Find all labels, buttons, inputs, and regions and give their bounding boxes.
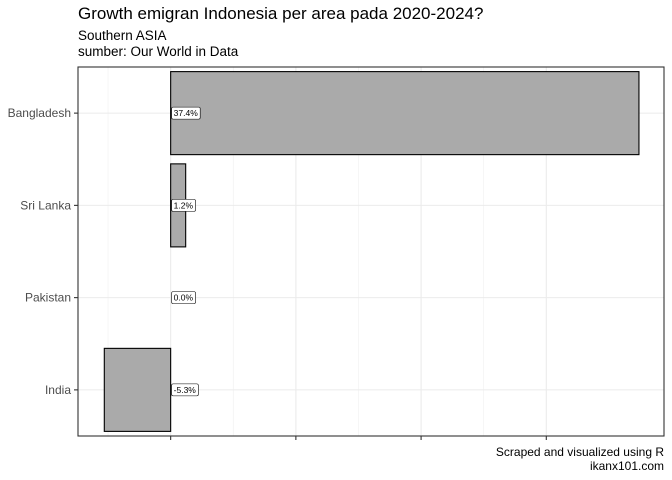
data-label: 1.2% xyxy=(171,199,196,212)
y-tick-label: Bangladesh xyxy=(8,106,71,120)
chart-caption: Scraped and visualized using R ikanx101.… xyxy=(496,445,664,473)
data-label-text: -5.3% xyxy=(174,385,197,395)
data-label-box xyxy=(171,383,199,397)
data-label-text: 0.0% xyxy=(174,293,194,303)
data-label-box xyxy=(171,106,201,120)
y-tick-label: Sri Lanka xyxy=(20,198,71,212)
y-tick-label: India xyxy=(45,383,71,397)
bar-bangladesh xyxy=(170,71,640,156)
y-tick-label: Pakistan xyxy=(25,291,71,305)
subtitle-source: sumber: Our World in Data xyxy=(78,44,239,59)
bar-india xyxy=(103,347,172,432)
data-label-box xyxy=(171,291,196,304)
subtitle-region: Southern ASIA xyxy=(78,28,167,43)
chart-subtitle: Southern ASIA sumber: Our World in Data xyxy=(78,28,238,60)
panel-border xyxy=(77,66,665,437)
caption-line-1: Scraped and visualized using R xyxy=(495,445,664,459)
data-label: 37.4% xyxy=(171,106,201,120)
data-label: 0.0% xyxy=(171,291,196,304)
data-label-text: 1.2% xyxy=(174,200,194,210)
caption-line-2: ikanx101.com xyxy=(589,459,664,473)
data-label-text: 37.4% xyxy=(174,108,199,118)
data-label: -5.3% xyxy=(171,383,199,397)
data-label-box xyxy=(171,199,196,212)
chart-title: Growth emigran Indonesia per area pada 2… xyxy=(78,4,484,23)
